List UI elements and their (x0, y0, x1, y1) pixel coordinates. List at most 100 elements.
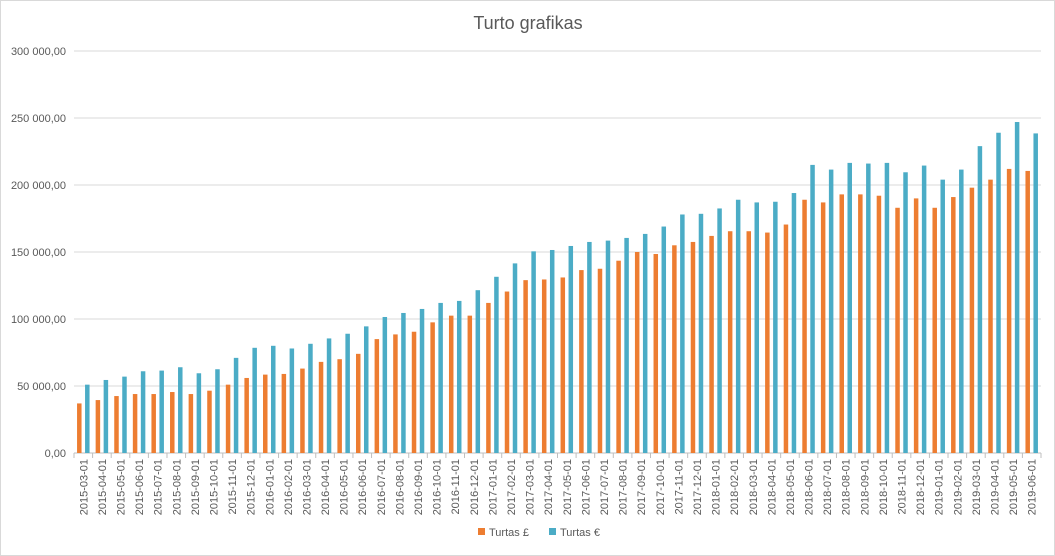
bar-series-1 (895, 207, 900, 453)
x-tick-label: 2016-09-01 (413, 459, 425, 515)
bar-series-2 (401, 312, 406, 453)
y-tick-label: 0,00 (45, 448, 66, 460)
bar-series-1 (839, 194, 844, 453)
bar-series-2 (159, 370, 164, 453)
bar-series-1 (430, 322, 435, 453)
x-tick-label: 2017-03-01 (525, 459, 537, 515)
bar-series-1 (467, 315, 473, 453)
bar-series-2 (178, 367, 183, 453)
bar-series-1 (355, 353, 361, 453)
bar-series-1 (170, 392, 175, 453)
bar-series-2 (940, 179, 945, 453)
bar-series-2 (233, 357, 239, 453)
bar-series-1 (281, 373, 287, 453)
legend-swatch-1 (478, 528, 485, 535)
bar-series-2 (419, 308, 425, 453)
x-tick-label: 2015-07-01 (153, 459, 165, 515)
bar-series-2 (903, 172, 908, 453)
x-tick-label: 2016-12-01 (469, 459, 481, 515)
bar-series-1 (913, 198, 919, 453)
bar-series-2 (791, 193, 797, 454)
bar-series-1 (77, 403, 82, 453)
bar-series-2 (921, 165, 927, 453)
x-tick-label: 2017-04-01 (543, 459, 555, 515)
x-tick-label: 2018-04-01 (766, 459, 778, 515)
bar-series-2 (810, 164, 815, 453)
bar-series-2 (326, 338, 332, 453)
bar-series-1 (541, 279, 547, 453)
bar-series-2 (549, 249, 555, 453)
bar-series-1 (858, 194, 863, 453)
bar-series-1 (579, 270, 584, 453)
y-tick-label: 300 000,00 (11, 46, 66, 58)
x-tick-label: 2017-11-01 (673, 459, 685, 514)
bar-series-1 (709, 235, 714, 453)
bar-series-1 (318, 361, 324, 453)
bar-series-1 (151, 394, 156, 453)
y-axis-ticks: 0,00 50 000,00 100 000,00 150 000,00 200 000… (11, 46, 66, 460)
x-tick-label: 2016-02-01 (283, 459, 295, 515)
bar-series-1 (132, 394, 138, 453)
bar-series-1 (783, 224, 789, 453)
bar-series-2 (624, 237, 629, 453)
bar-series-1 (374, 339, 380, 453)
bar-series-2 (866, 163, 871, 453)
x-tick-label: 2016-01-01 (264, 459, 276, 515)
bar-series-2 (642, 233, 648, 453)
bar-series-2 (847, 162, 852, 453)
bar-series-1 (951, 197, 956, 453)
bar-series-2 (735, 199, 741, 453)
x-axis-ticks: 2015-03-01 2015-04-01 2015-05-01 2015-06-01… (73, 453, 1042, 515)
x-tick-label: 2015-06-01 (134, 459, 146, 515)
bar-series-2 (698, 213, 704, 453)
x-tick-label: 2017-10-01 (655, 459, 667, 515)
x-tick-label: 2016-08-01 (394, 459, 406, 515)
bar-series-2 (605, 240, 611, 453)
bar-series-2 (754, 202, 760, 453)
bar-series-2 (103, 379, 109, 453)
x-tick-label: 2018-12-01 (915, 459, 927, 515)
x-tick-label: 2015-08-01 (171, 459, 183, 515)
bar-series-1 (653, 254, 659, 453)
bar-series-1 (672, 245, 677, 453)
bar-series-2 (1033, 133, 1038, 453)
bar-series-2 (456, 300, 462, 453)
x-tick-label: 2019-04-01 (990, 459, 1002, 515)
x-tick-label: 2016-07-01 (376, 459, 388, 515)
bar-series-1 (746, 231, 752, 453)
y-tick-label: 150 000,00 (11, 247, 66, 259)
bar-series-2 (289, 348, 295, 453)
bar-series-2 (122, 376, 127, 453)
bar-series-2 (382, 316, 388, 453)
bar-series-1 (393, 334, 398, 453)
bar-series-2 (308, 343, 313, 453)
bar-series-1 (486, 302, 491, 453)
x-tick-label: 2017-09-01 (636, 459, 648, 515)
bar-series-2 (512, 263, 518, 453)
bar-series-2 (661, 226, 667, 453)
x-tick-label: 2017-05-01 (562, 459, 574, 515)
legend: Turtas £ Turtas € (478, 527, 600, 539)
bar-series-2 (959, 169, 964, 453)
x-tick-label: 2016-04-01 (320, 459, 332, 515)
bar-series-2 (773, 201, 778, 453)
bar-series-1 (802, 199, 807, 453)
bar-series-2 (977, 146, 983, 453)
bar-series-1 (244, 377, 249, 453)
x-tick-label: 2017-02-01 (506, 459, 518, 515)
bar-series-2 (475, 290, 481, 453)
x-tick-label: 2015-03-01 (78, 459, 90, 515)
bar-series-1 (225, 384, 231, 453)
bar-series-1 (616, 260, 621, 453)
x-tick-label: 2018-02-01 (729, 459, 741, 515)
x-tick-label: 2019-02-01 (952, 459, 964, 515)
x-tick-label: 2018-08-01 (841, 459, 853, 515)
y-tick-label: 200 000,00 (11, 180, 66, 192)
bar-series-2 (85, 384, 90, 453)
bar-series-2 (996, 132, 1001, 454)
bar-series-2 (1014, 122, 1020, 454)
bar-series-1 (1025, 170, 1030, 453)
x-tick-label: 2015-04-01 (97, 459, 109, 515)
x-tick-label: 2016-10-01 (432, 459, 444, 515)
x-tick-label: 2016-05-01 (339, 459, 351, 515)
